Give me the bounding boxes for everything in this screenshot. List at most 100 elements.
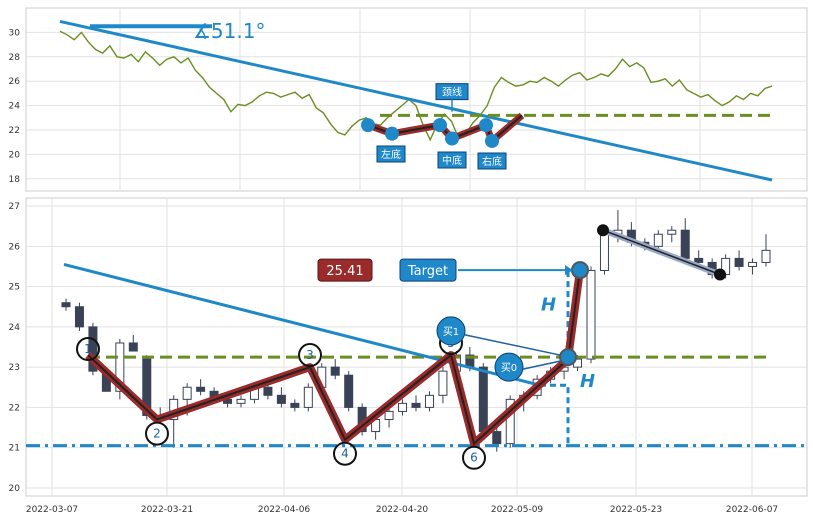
x-tick-label: 2022-04-20 [376, 505, 429, 515]
trendline [59, 19, 773, 182]
buy-label: 买1 [443, 326, 459, 338]
top-y-tick-label: 20 [9, 150, 21, 160]
bottom-y-tick-label: 21 [9, 444, 20, 454]
wave-circle [298, 343, 322, 368]
top-y-ticks: 18 20 22 24 26 28 30 [9, 28, 21, 184]
top-y-tick-label: 18 [9, 175, 21, 185]
post-line [602, 229, 721, 276]
candle-body [128, 342, 138, 352]
candle-body [680, 229, 690, 259]
top-y-tick-label: 22 [9, 126, 20, 136]
wave-label: 1 [84, 342, 92, 356]
buy-pointer [464, 334, 561, 356]
target-label: Target [407, 264, 448, 279]
bottom-y-tick-label: 20 [9, 484, 21, 494]
candle-body [667, 229, 677, 235]
candle-body [115, 342, 125, 392]
candle-body [142, 358, 152, 416]
candle-body [761, 249, 771, 263]
bottom-grid [26, 198, 807, 496]
bottom-y-tick-label: 27 [9, 202, 20, 212]
candle-body [748, 261, 758, 267]
pattern-point [385, 126, 399, 141]
pattern-label-box [477, 152, 507, 170]
angle-label: ∡51.1° [193, 19, 265, 43]
candle-body [398, 402, 408, 412]
post-point [714, 268, 726, 281]
candle-body [74, 306, 84, 328]
candle-body [61, 302, 71, 308]
x-tick-label: 2022-05-09 [491, 505, 544, 515]
candle-body [330, 366, 340, 376]
candle-body [599, 233, 609, 271]
bottom-y-tick-label: 24 [9, 323, 21, 333]
candle-body [344, 374, 354, 408]
bottom-y-ticks: 20 21 22 23 24 25 26 27 [9, 202, 21, 494]
candle-body [236, 398, 246, 404]
candle-body [276, 394, 286, 404]
top-y-tick-label: 30 [9, 28, 21, 38]
bottom-y-tick-label: 25 [9, 283, 20, 293]
buy-marker [494, 352, 524, 382]
target-value-box [317, 258, 373, 282]
candle-body [88, 326, 98, 372]
pattern-point [433, 118, 447, 133]
candle-body [303, 386, 313, 408]
wave-label: 6 [470, 451, 478, 465]
target-point [571, 261, 589, 280]
bottom-y-tick-label: 26 [9, 242, 21, 252]
candle-body [290, 402, 300, 408]
bottom-y-tick-label: 23 [9, 363, 20, 373]
bottom-panel [25, 197, 808, 497]
pattern-label-box [376, 145, 406, 163]
target-value: 25.41 [326, 264, 363, 279]
neckline-label: 颈线 [442, 86, 462, 99]
bottom-trendline [63, 262, 541, 387]
top-y-tick-label: 24 [9, 102, 21, 112]
wave-label: 4 [341, 447, 349, 461]
pattern-label: 左底 [381, 148, 401, 161]
top-grid [26, 8, 807, 191]
candle-body [263, 386, 273, 396]
zigzag-line [87, 269, 581, 446]
candle-body [653, 233, 663, 247]
price-line [59, 30, 773, 142]
pattern-point [479, 118, 493, 133]
candle-body [586, 269, 596, 360]
breakout-point [559, 348, 577, 367]
buy-label: 买0 [501, 362, 517, 374]
wave-circle [333, 441, 357, 466]
target-arrowhead [565, 265, 573, 276]
pattern-label-box [437, 151, 467, 169]
candle-body [478, 366, 488, 433]
h-label: H [541, 295, 556, 316]
h-label: H [580, 371, 595, 392]
pattern-point [485, 133, 499, 148]
pattern-point [361, 118, 375, 133]
pattern-point [445, 131, 459, 146]
bottom-x-ticks: 2022-03-07 2022-03-21 2022-04-06 2022-04-20… [26, 505, 778, 515]
wave-circle [145, 421, 169, 446]
candle-body [196, 386, 206, 392]
candle-body [734, 257, 744, 267]
candle-body [438, 370, 448, 396]
wave-label: 3 [306, 348, 314, 362]
top-y-tick-label: 28 [9, 53, 21, 63]
target-label-box [399, 258, 457, 282]
candle-body [424, 394, 434, 408]
x-tick-label: 2022-04-06 [258, 505, 311, 515]
wave-label: 2 [153, 427, 161, 441]
x-tick-label: 2022-05-23 [610, 505, 662, 515]
wave-circle [76, 337, 100, 362]
buy-marker [436, 316, 466, 346]
candle-body [384, 410, 394, 420]
candle-body [182, 386, 192, 400]
candle-body [694, 257, 704, 263]
x-tick-label: 2022-03-07 [26, 505, 78, 515]
candle-body [492, 431, 502, 445]
x-tick-label: 2022-03-21 [141, 505, 193, 515]
post-point [597, 224, 609, 237]
top-y-tick-label: 26 [9, 77, 21, 87]
